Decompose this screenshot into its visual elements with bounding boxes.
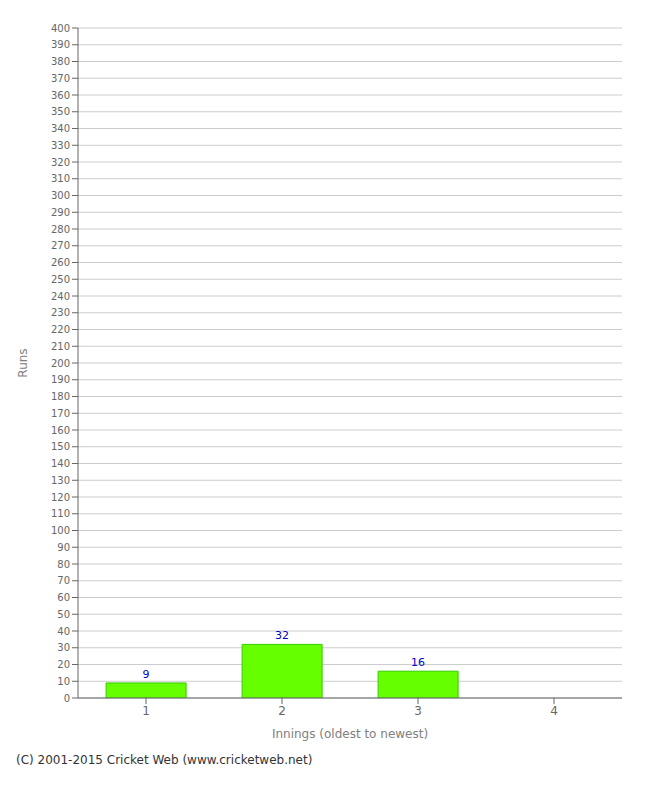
svg-text:150: 150: [51, 441, 70, 452]
svg-text:280: 280: [51, 224, 70, 235]
svg-text:260: 260: [51, 257, 70, 268]
svg-text:240: 240: [51, 291, 70, 302]
svg-text:210: 210: [51, 341, 70, 352]
svg-text:170: 170: [51, 408, 70, 419]
svg-text:90: 90: [57, 542, 70, 553]
svg-text:40: 40: [57, 626, 70, 637]
svg-text:360: 360: [51, 90, 70, 101]
svg-text:370: 370: [51, 73, 70, 84]
svg-text:1: 1: [142, 704, 150, 718]
svg-text:120: 120: [51, 492, 70, 503]
svg-text:220: 220: [51, 324, 70, 335]
svg-text:190: 190: [51, 374, 70, 385]
svg-text:80: 80: [57, 559, 70, 570]
svg-text:380: 380: [51, 56, 70, 67]
svg-text:2: 2: [278, 704, 286, 718]
svg-text:9: 9: [143, 668, 150, 681]
svg-text:140: 140: [51, 458, 70, 469]
svg-text:16: 16: [411, 656, 425, 669]
svg-text:330: 330: [51, 140, 70, 151]
svg-text:290: 290: [51, 207, 70, 218]
svg-text:Runs: Runs: [16, 348, 30, 377]
svg-text:350: 350: [51, 106, 70, 117]
svg-text:60: 60: [57, 592, 70, 603]
svg-text:20: 20: [57, 659, 70, 670]
svg-text:200: 200: [51, 358, 70, 369]
svg-text:0: 0: [64, 693, 70, 704]
svg-text:70: 70: [57, 575, 70, 586]
svg-text:110: 110: [51, 508, 70, 519]
svg-text:300: 300: [51, 190, 70, 201]
svg-text:390: 390: [51, 39, 70, 50]
svg-text:10: 10: [57, 676, 70, 687]
svg-text:30: 30: [57, 642, 70, 653]
svg-text:160: 160: [51, 425, 70, 436]
svg-text:180: 180: [51, 391, 70, 402]
svg-text:130: 130: [51, 475, 70, 486]
svg-text:Innings (oldest to newest): Innings (oldest to newest): [272, 727, 428, 741]
svg-text:320: 320: [51, 157, 70, 168]
svg-text:4: 4: [550, 704, 558, 718]
html-text:(C) 2001-2015 Cricket Web (www: (C) 2001-2015 Cricket Web (www.cricketwe…: [16, 753, 313, 767]
svg-text:400: 400: [51, 23, 70, 34]
svg-text:100: 100: [51, 525, 70, 536]
svg-text:32: 32: [275, 629, 289, 642]
svg-text:50: 50: [57, 609, 70, 620]
svg-text:310: 310: [51, 173, 70, 184]
svg-text:340: 340: [51, 123, 70, 134]
svg-text:270: 270: [51, 240, 70, 251]
svg-text:3: 3: [414, 704, 422, 718]
svg-text:250: 250: [51, 274, 70, 285]
svg-text:230: 230: [51, 307, 70, 318]
